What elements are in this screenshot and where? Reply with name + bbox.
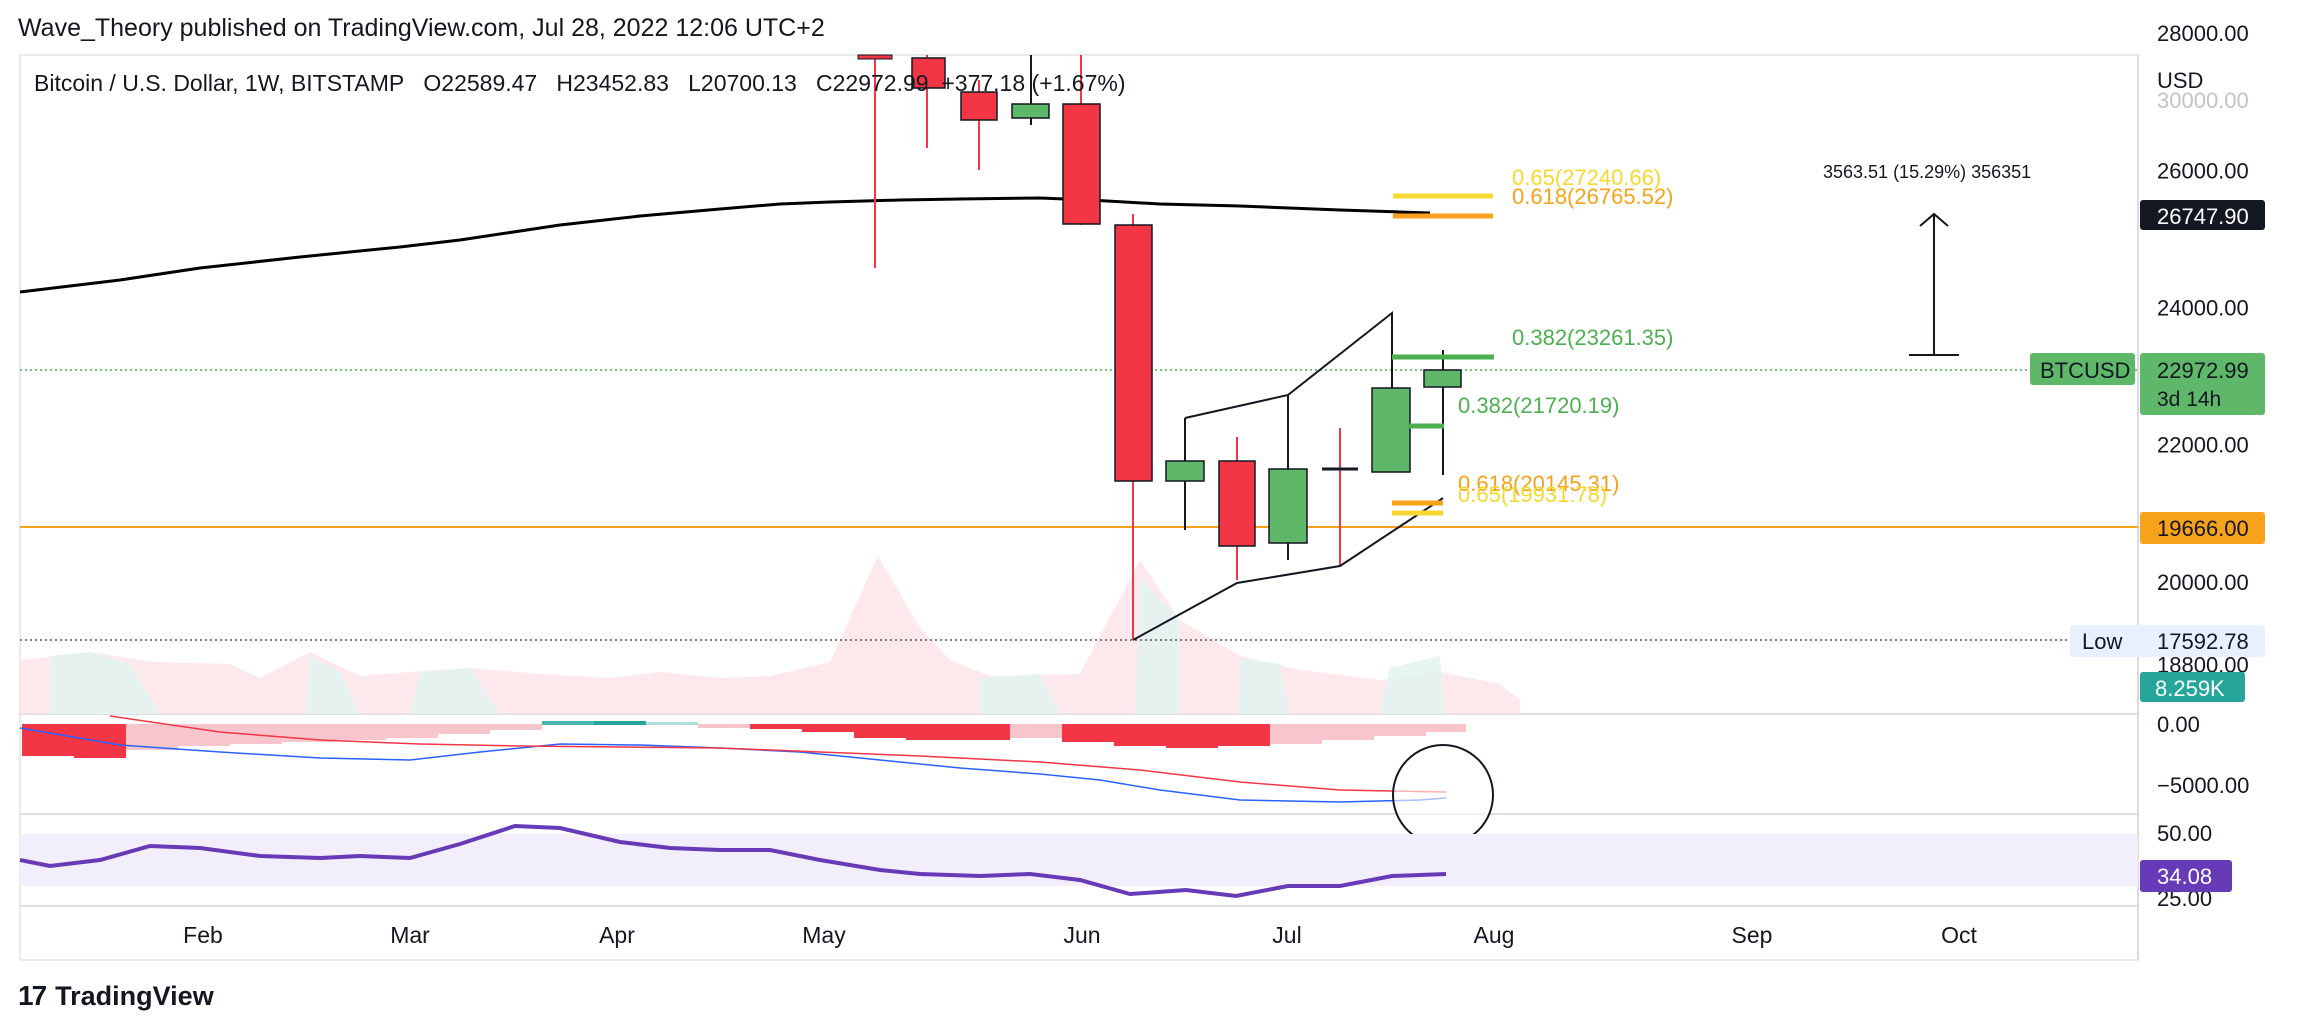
- publisher-line: Wave_Theory published on TradingView.com…: [18, 14, 825, 42]
- axis-currency: USD: [2157, 68, 2203, 93]
- moving-average-line: [19, 196, 1431, 294]
- main-candles: [1114, 214, 1462, 640]
- axis-tick-30000: 30000.00: [2157, 88, 2249, 113]
- macd-histogram: [22, 721, 1466, 758]
- tradingview-brand: TradingView: [55, 980, 214, 1011]
- candle-jul-04: [1268, 468, 1308, 544]
- candle-jun-27: [1218, 460, 1256, 547]
- macd-tick-5000: −5000.00: [2157, 773, 2249, 798]
- fib-065-top-label: 0.65(27240.66): [1512, 165, 1661, 190]
- current-price-badge: BTCUSD 22972.99 3d 14h: [2030, 353, 2265, 415]
- rsi-tick-50: 50.00: [2157, 821, 2212, 846]
- time-label-aug: Aug: [1474, 922, 1515, 948]
- legend-low: L20700.13: [688, 70, 797, 96]
- ma-value-badge: 26747.90: [2140, 200, 2265, 230]
- symbol-legend: Bitcoin / U.S. Dollar, 1W, BITSTAMP O225…: [34, 70, 1126, 97]
- rsi-value-badge: 34.08: [2140, 860, 2232, 892]
- candle-jun-13: [1114, 224, 1153, 482]
- price-tick-20000: 20000.00: [2157, 570, 2249, 595]
- signal-line: [109, 715, 1447, 793]
- price-tick-28000: 28000.00: [2157, 21, 2249, 46]
- time-axis-labels: Feb Mar Apr May Jun Jul Aug Sep Oct: [183, 922, 1977, 948]
- candle-jul-25: [1423, 369, 1462, 388]
- time-label-may: May: [802, 922, 846, 948]
- fib-0382-low-label: 0.382(21720.19): [1458, 393, 1619, 418]
- measure-tool: [1909, 212, 1959, 356]
- fib-0618-top-label: 0.618(26765.52): [1512, 184, 1673, 209]
- price-tick-26000: 26000.00: [2157, 158, 2249, 183]
- macd-tick-0: 0.00: [2157, 712, 2200, 737]
- time-label-mar: Mar: [390, 922, 430, 948]
- svg-text:8.259K: 8.259K: [2155, 676, 2225, 701]
- legend-open: O22589.47: [423, 70, 538, 96]
- low-value-badge: Low 17592.78: [2070, 625, 2265, 657]
- svg-text:Low: Low: [2082, 629, 2122, 654]
- macd-line: [19, 727, 1447, 803]
- price-tick-24000: 24000.00: [2157, 296, 2249, 321]
- volume-value-badge: 8.259K: [2140, 672, 2245, 702]
- measure-label: 3563.51 (15.29%) 356351: [1823, 162, 2031, 182]
- triangle-upper: [1184, 310, 1393, 419]
- time-label-sep: Sep: [1732, 922, 1773, 948]
- price-axis-ticks: 18800.0020000.0022000.0024000.0026000.00…: [2157, 21, 2249, 677]
- legend-high: H23452.83: [556, 70, 669, 96]
- candle-jul-18: [1371, 387, 1411, 473]
- fib-0382-top-label: 0.382(23261.35): [1512, 325, 1673, 350]
- svg-text:3d 14h: 3d 14h: [2157, 388, 2221, 411]
- tradingview-logo[interactable]: 17 TradingView: [18, 980, 214, 1012]
- volume-area: [20, 556, 1520, 714]
- candle-jun-20: [1165, 460, 1205, 482]
- macd-cross-circle: [1392, 744, 1494, 846]
- price-tick-22000: 22000.00: [2157, 433, 2249, 458]
- rsi-line: [19, 823, 1447, 899]
- svg-text:BTCUSD: BTCUSD: [2040, 358, 2130, 383]
- time-label-feb: Feb: [183, 922, 223, 948]
- fib-lines: [1392, 193, 1494, 516]
- svg-text:34.08: 34.08: [2157, 864, 2212, 889]
- svg-text:17592.78: 17592.78: [2157, 629, 2249, 654]
- time-label-apr: Apr: [599, 922, 635, 948]
- svg-text:26747.90: 26747.90: [2157, 204, 2249, 229]
- triangle-lower: [1132, 497, 1444, 641]
- early-candles: [857, 54, 1101, 268]
- legend-symbol: Bitcoin / U.S. Dollar, 1W, BITSTAMP: [34, 70, 405, 96]
- support-value-badge: 19666.00: [2140, 512, 2265, 544]
- rsi-band: [20, 834, 2138, 886]
- legend-close: C22972.99: [816, 70, 929, 96]
- fib-065-low-label: 0.65(19931.78): [1458, 482, 1607, 507]
- tradingview-logo-icon: 17: [18, 980, 47, 1011]
- svg-text:22972.99: 22972.99: [2157, 358, 2249, 383]
- time-label-jun: Jun: [1063, 922, 1100, 948]
- legend-change: +377.18 (+1.67%): [941, 70, 1126, 96]
- time-label-jul: Jul: [1272, 922, 1301, 948]
- time-label-oct: Oct: [1941, 922, 1977, 948]
- svg-text:19666.00: 19666.00: [2157, 516, 2249, 541]
- fib-0618-low-label: 0.618(20145.31): [1458, 471, 1619, 496]
